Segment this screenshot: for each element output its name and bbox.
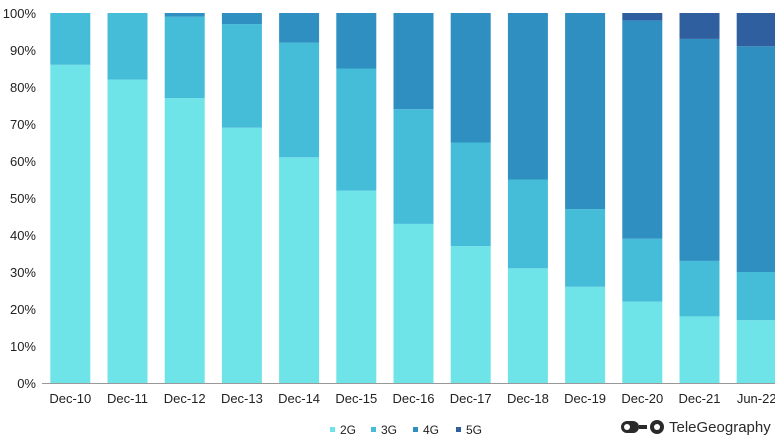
x-tick-label: Jun-22 <box>737 391 775 406</box>
y-tick-label: 20% <box>10 302 36 317</box>
telegeography-logo-icon <box>621 420 664 434</box>
legend-label-3g: 3G <box>381 423 397 437</box>
legend-swatch-5g <box>456 427 461 432</box>
bar-segment-5g-dec-21 <box>679 13 720 39</box>
y-tick-label: 100% <box>3 6 37 21</box>
bar-segment-3g-dec-17 <box>450 142 491 247</box>
bar-segment-2g-jun-22 <box>736 320 775 383</box>
bar-segment-3g-dec-20 <box>622 238 663 302</box>
y-tick-label: 70% <box>10 117 36 132</box>
y-tick-label: 50% <box>10 191 36 206</box>
bar-segment-4g-dec-20 <box>622 20 663 239</box>
bar-segment-2g-dec-16 <box>393 223 434 383</box>
bar-segment-2g-dec-19 <box>565 286 606 383</box>
bar-segment-5g-jun-22 <box>736 13 775 47</box>
bar-segment-2g-dec-17 <box>450 246 491 383</box>
bar-segment-3g-dec-13 <box>221 24 262 128</box>
bar-segment-3g-dec-11 <box>107 13 148 80</box>
bar-segment-3g-dec-15 <box>336 68 377 191</box>
bar-segment-2g-dec-14 <box>279 157 320 383</box>
y-axis: 0% 10% 20% 30% 40% 50% 60% 70% 80% 90% 100% <box>3 6 37 391</box>
legend: 2G 3G 4G 5G <box>330 423 482 437</box>
y-tick-label: 10% <box>10 339 36 354</box>
y-tick-label: 40% <box>10 228 36 243</box>
bar-segment-4g-dec-17 <box>450 13 491 143</box>
bar-segment-2g-dec-15 <box>336 190 377 383</box>
y-tick-label: 30% <box>10 265 36 280</box>
legend-label-4g: 4G <box>423 423 439 437</box>
bar-segment-3g-dec-19 <box>565 209 606 287</box>
legend-swatch-4g <box>413 427 418 432</box>
bar-segment-4g-dec-14 <box>279 13 320 43</box>
legend-label-2g: 2G <box>340 423 356 437</box>
x-tick-label: Dec-14 <box>278 391 320 406</box>
x-tick-label: Dec-21 <box>679 391 721 406</box>
bar-segment-4g-jun-22 <box>736 46 775 272</box>
x-tick-label: Dec-19 <box>564 391 606 406</box>
bar-segment-2g-dec-20 <box>622 301 663 383</box>
bar-segment-2g-dec-18 <box>507 268 548 383</box>
bar-segment-4g-dec-21 <box>679 38 720 261</box>
legend-label-5g: 5G <box>466 423 482 437</box>
bar-segment-3g-dec-16 <box>393 109 434 224</box>
bar-segment-5g-dec-20 <box>622 13 663 21</box>
bar-segment-4g-dec-19 <box>565 13 606 210</box>
x-tick-label: Dec-10 <box>49 391 91 406</box>
bar-segment-2g-dec-21 <box>679 316 720 383</box>
bars-group <box>50 13 775 384</box>
x-axis: Dec-10 Dec-11 Dec-12 Dec-13 Dec-14 Dec-15 Dec-… <box>49 391 775 406</box>
x-tick-label: Dec-15 <box>335 391 377 406</box>
x-tick-label: Dec-12 <box>164 391 206 406</box>
brand-logo: TeleGeography <box>621 419 771 436</box>
legend-swatch-2g <box>330 427 335 432</box>
bar-segment-4g-dec-12 <box>164 13 205 17</box>
bar-segment-4g-dec-15 <box>336 13 377 69</box>
bar-segment-4g-dec-13 <box>221 13 262 25</box>
bar-segment-4g-dec-18 <box>507 13 548 180</box>
bar-segment-3g-jun-22 <box>736 272 775 321</box>
bar-segment-2g-dec-13 <box>221 127 262 383</box>
y-tick-label: 80% <box>10 80 36 95</box>
bar-segment-2g-dec-12 <box>164 98 205 383</box>
bar-segment-3g-dec-21 <box>679 260 720 317</box>
x-tick-label: Dec-18 <box>507 391 549 406</box>
bar-segment-4g-dec-16 <box>393 13 434 110</box>
y-tick-label: 0% <box>17 376 36 391</box>
legend-swatch-3g <box>371 427 376 432</box>
bar-segment-3g-dec-18 <box>507 179 548 269</box>
x-tick-label: Dec-11 <box>107 391 148 406</box>
x-tick-label: Dec-17 <box>450 391 492 406</box>
y-tick-label: 90% <box>10 43 36 58</box>
bar-segment-2g-dec-10 <box>50 64 91 384</box>
bar-segment-3g-dec-12 <box>164 16 205 99</box>
bar-segment-3g-dec-14 <box>279 42 320 158</box>
x-tick-label: Dec-16 <box>393 391 435 406</box>
bar-segment-2g-dec-11 <box>107 79 148 383</box>
brand-name: TeleGeography <box>669 419 771 436</box>
x-tick-label: Dec-20 <box>621 391 663 406</box>
bar-segment-3g-dec-10 <box>50 13 91 65</box>
y-tick-label: 60% <box>10 154 36 169</box>
x-tick-label: Dec-13 <box>221 391 263 406</box>
